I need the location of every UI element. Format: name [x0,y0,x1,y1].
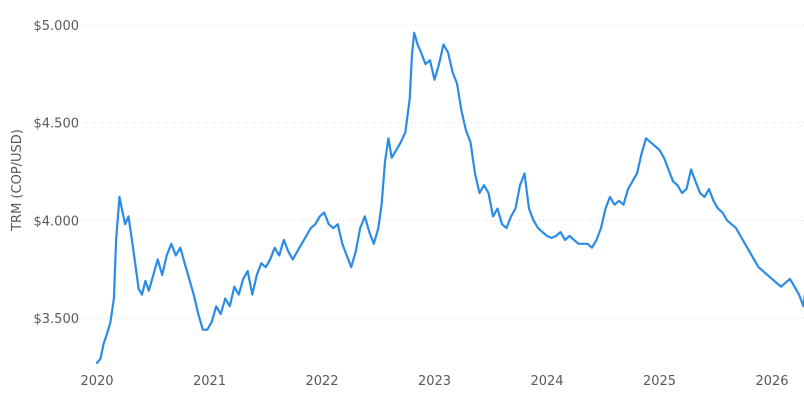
x-tick-label: 2022 [305,374,338,389]
y-axis-label: TRM (COP/USD) [10,129,25,232]
series-line [95,31,804,364]
grid [83,24,804,319]
x-tick-label: 2021 [193,374,226,389]
y-tick-label: $4.500 [34,117,80,132]
y-axis: $5.000 $4.500 $4.000 $3.500 [34,19,80,327]
x-tick-label: 2026 [755,374,788,389]
x-tick-label: 2023 [418,374,451,389]
y-tick-label: $5.000 [34,19,80,34]
x-axis: 2020 2021 2022 2023 2024 2025 2026 [80,374,788,389]
x-tick-label: 2020 [80,374,113,389]
series-group [95,31,804,364]
x-tick-label: 2025 [643,374,676,389]
y-tick-label: $4.000 [34,214,80,229]
x-tick-label: 2024 [530,374,563,389]
y-tick-label: $3.500 [34,312,80,327]
